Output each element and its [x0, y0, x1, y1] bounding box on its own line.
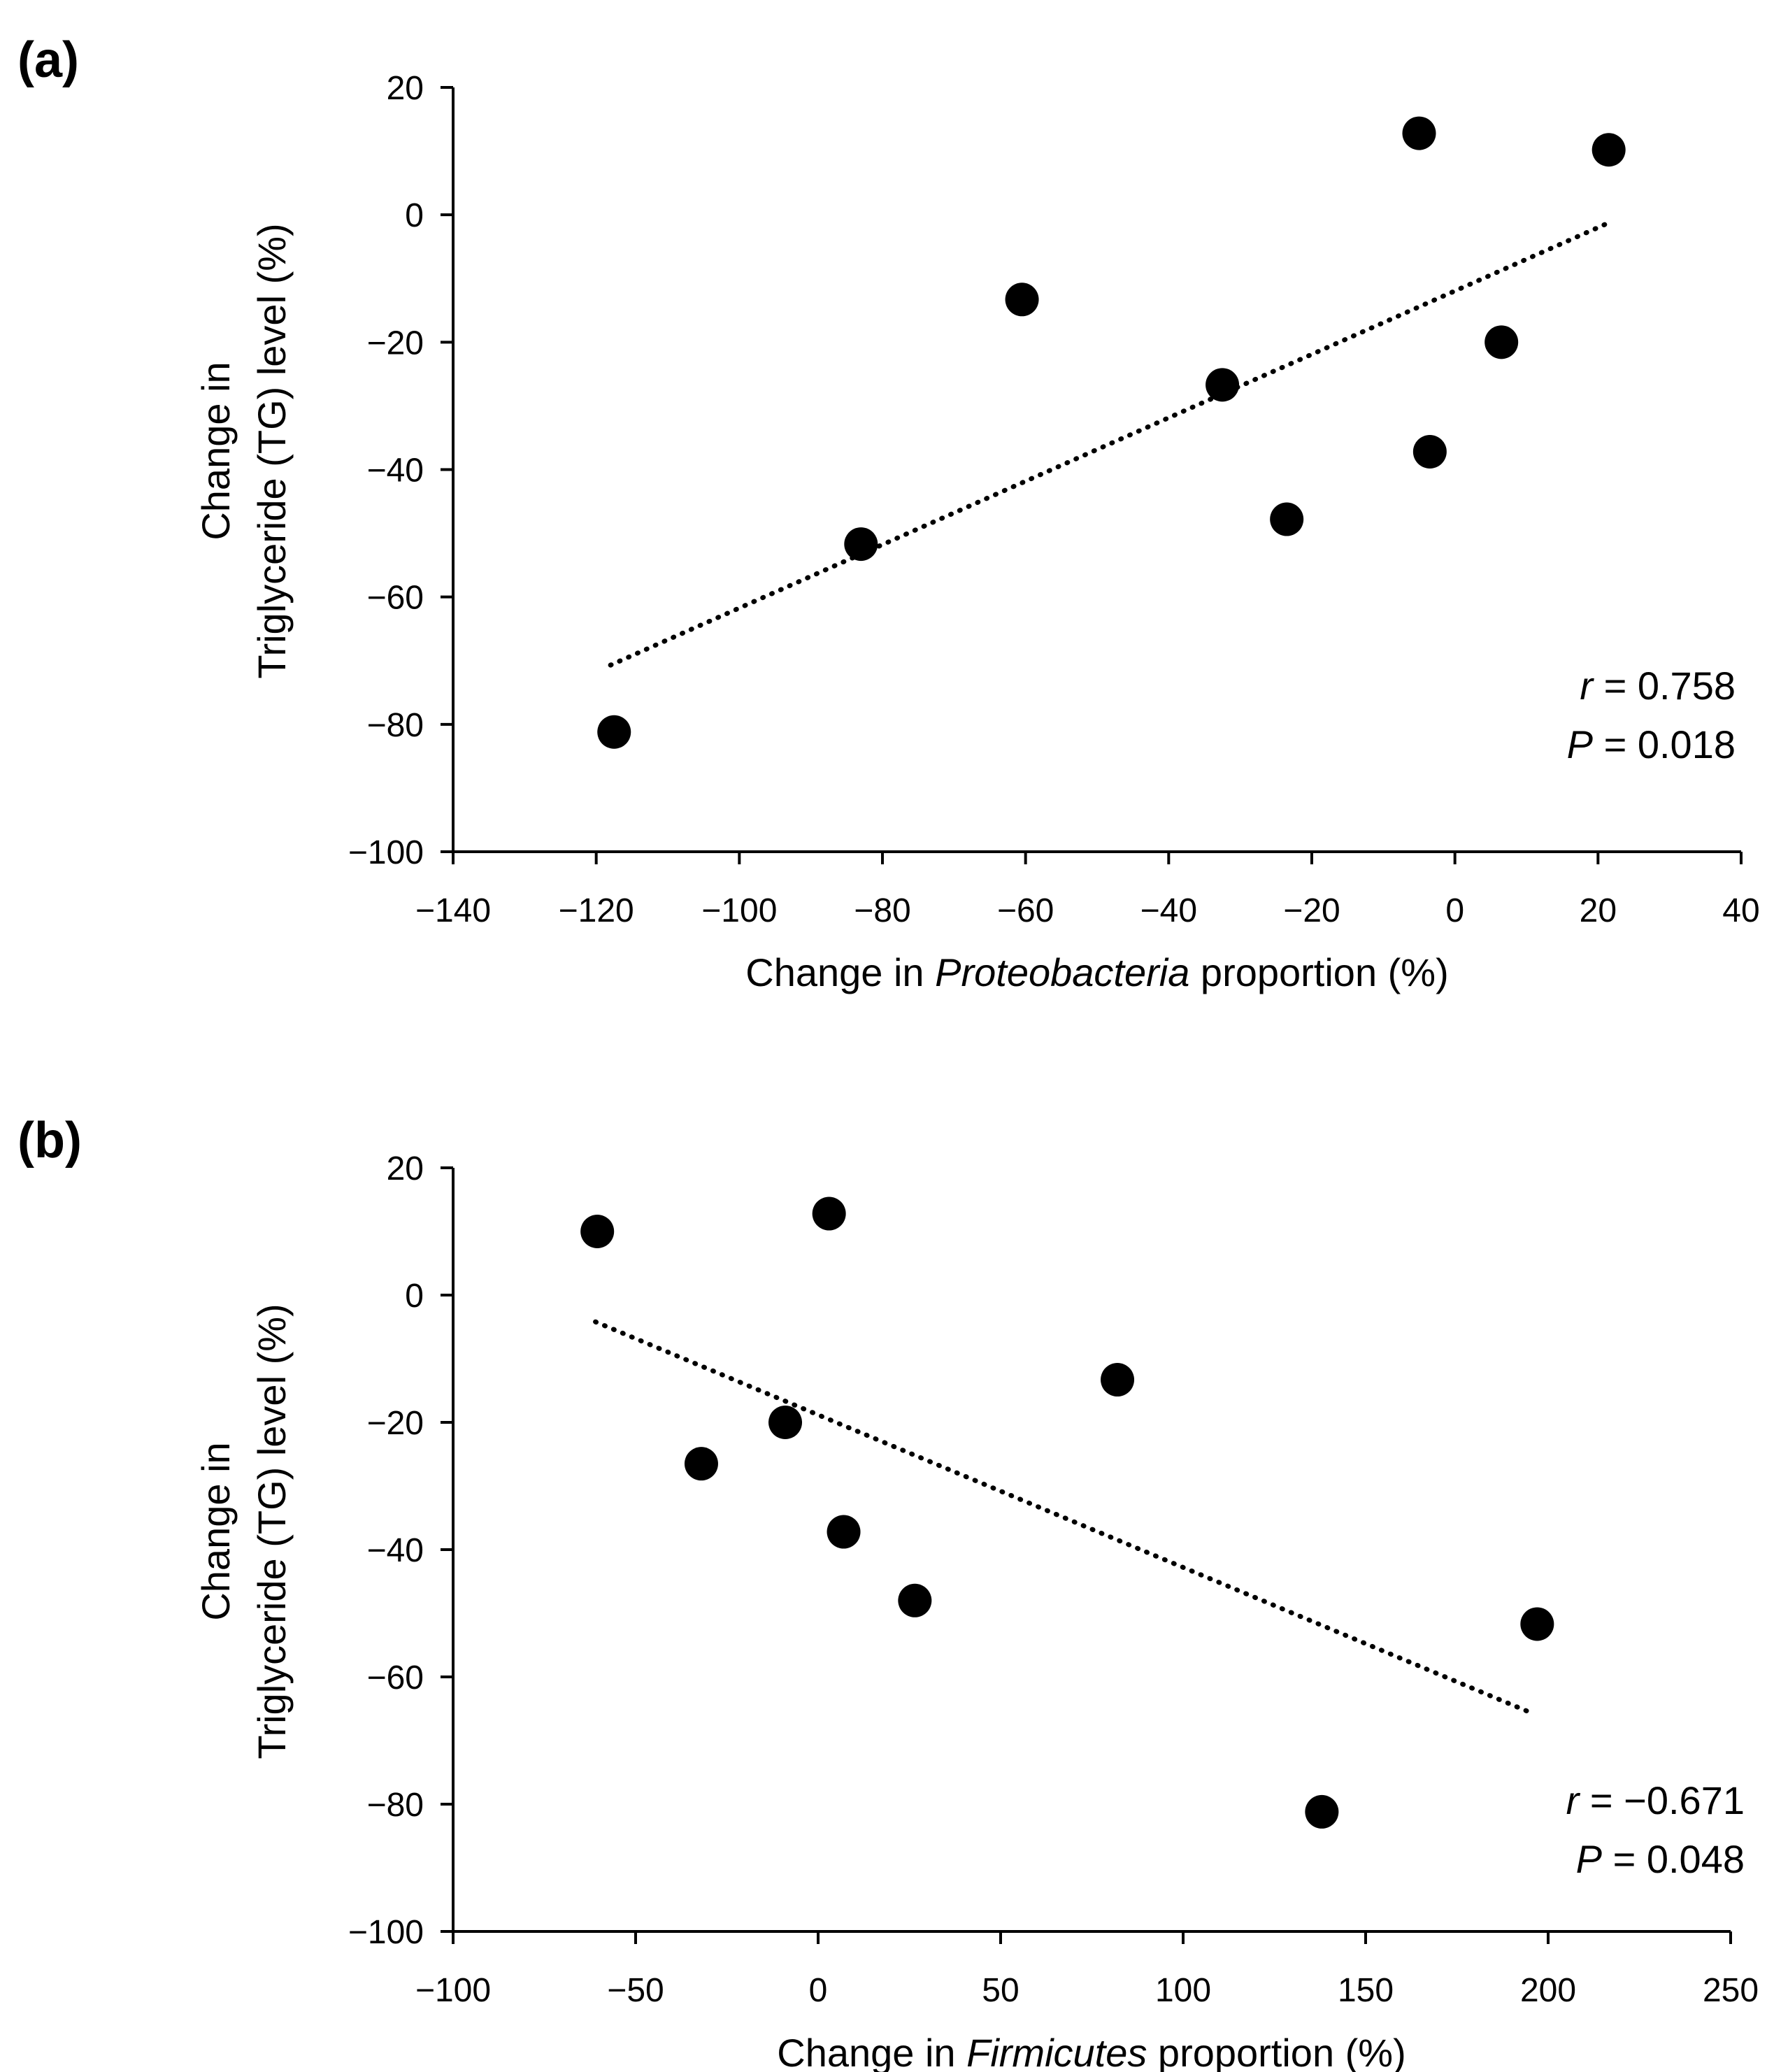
x-tick-label: 250: [1703, 1972, 1759, 2009]
stat-p-value: = 0.048: [1602, 1837, 1745, 1881]
data-point: [684, 1447, 718, 1481]
x-tick-label: −140: [415, 892, 491, 929]
data-point: [827, 1515, 861, 1549]
y-tick-label: −20: [367, 1405, 424, 1442]
x-tick-label: −100: [701, 892, 777, 929]
data-point: [844, 527, 878, 562]
x-axis-label-taxon: Firmicutes: [966, 2031, 1147, 2072]
panel-label: (b): [17, 1113, 82, 1169]
y-axis-label-line1: Change in: [194, 1442, 238, 1620]
data-point: [1305, 1794, 1339, 1829]
x-tick-label: −80: [854, 892, 910, 929]
x-tick-label: −60: [997, 892, 1054, 929]
x-axis-label-prefix: Change in: [745, 950, 935, 994]
trendline: [608, 222, 1608, 668]
x-tick-label: −120: [559, 892, 634, 929]
x-tick-label: −20: [1283, 892, 1340, 929]
stat-p: P = 0.018: [1567, 722, 1736, 766]
data-point: [597, 715, 631, 749]
y-tick-label: −100: [348, 834, 424, 871]
y-tick-label: 0: [405, 1278, 424, 1315]
x-axis-label-prefix: Change in: [777, 2031, 966, 2072]
stat-p-value: = 0.018: [1593, 722, 1736, 766]
y-tick-label: −20: [367, 324, 424, 362]
x-tick-label: −50: [607, 1972, 664, 2009]
x-axis-label-suffix: proportion (%): [1189, 950, 1448, 994]
x-axis-label: Change in Firmicutes proportion (%): [777, 2031, 1405, 2072]
chart-b: (b) −100 −80 −60 −40 −20 0 20 −100 −50 0 50 100 150 20…: [17, 1113, 1759, 2072]
y-tick-label: −60: [367, 1659, 424, 1696]
x-axis-label: Change in Proteobacteria proportion (%): [745, 950, 1448, 994]
stat-p: P = 0.048: [1576, 1837, 1745, 1881]
data-point: [1591, 133, 1626, 167]
x-tick-label: 0: [1445, 892, 1464, 929]
stat-r: r = −0.671: [1566, 1778, 1745, 1822]
stat-r: r = 0.758: [1580, 664, 1736, 708]
x-tick-label: 150: [1338, 1972, 1394, 2009]
data-point: [768, 1406, 803, 1439]
x-tick-label: 20: [1580, 892, 1617, 929]
x-tick-label: −40: [1140, 892, 1197, 929]
x-tick-label: 100: [1155, 1972, 1211, 2009]
data-point: [1402, 116, 1436, 150]
trendline: [593, 1319, 1536, 1717]
y-tick-label: −40: [367, 1532, 424, 1569]
chart-a: (a) −100 −80 −60 −40 −20 0 20 −140 −120 −100 −80 −60…: [17, 32, 1760, 994]
y-axis-label-line2: Triglyceride (TG) level (%): [250, 223, 294, 678]
y-tick-label: 20: [387, 70, 424, 107]
stat-r-value: = −0.671: [1579, 1778, 1745, 1822]
data-point: [1520, 1607, 1554, 1641]
x-tick-label: 0: [809, 1972, 828, 2009]
stat-p-symbol: P: [1567, 722, 1593, 766]
x-tick-label: 50: [982, 1972, 1019, 2009]
x-tick-label: 40: [1722, 892, 1759, 929]
x-tick-label: −100: [415, 1972, 491, 2009]
data-point: [812, 1196, 846, 1231]
panel-label: (a): [17, 32, 79, 88]
data-point: [1005, 283, 1039, 317]
data-point: [1206, 368, 1240, 402]
data-point: [1485, 325, 1519, 359]
y-tick-label: −60: [367, 580, 424, 617]
data-point: [1412, 434, 1447, 469]
x-tick-label: 200: [1520, 1972, 1576, 2009]
y-tick-label: −100: [348, 1914, 424, 1951]
y-tick-label: 0: [405, 197, 424, 234]
data-point: [580, 1215, 615, 1248]
stat-r-symbol: r: [1580, 664, 1594, 708]
y-tick-label: −40: [367, 452, 424, 490]
y-axis-label-line1: Change in: [194, 362, 238, 540]
data-point: [898, 1583, 932, 1617]
data-point: [1101, 1363, 1135, 1397]
y-tick-label: 20: [387, 1150, 424, 1187]
data-point: [1270, 502, 1304, 536]
x-axis-label-taxon: Proteobacteria: [935, 950, 1189, 994]
stat-p-symbol: P: [1576, 1837, 1602, 1881]
stat-r-value: = 0.758: [1593, 664, 1736, 708]
y-tick-label: −80: [367, 1787, 424, 1824]
y-axis-label-line2: Triglyceride (TG) level (%): [250, 1303, 294, 1759]
stat-r-symbol: r: [1566, 1778, 1581, 1822]
y-tick-label: −80: [367, 707, 424, 744]
x-axis-label-suffix: proportion (%): [1147, 2031, 1405, 2072]
